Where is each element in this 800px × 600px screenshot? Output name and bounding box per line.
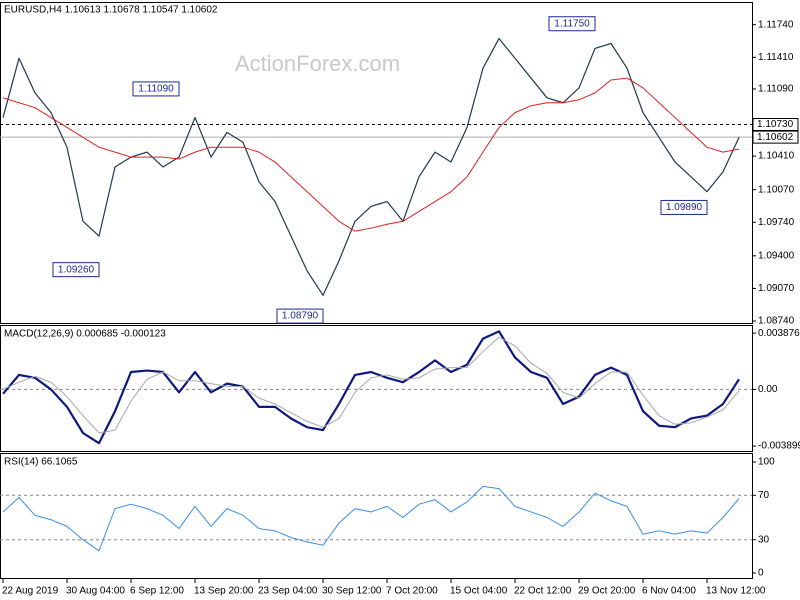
y-tick-label: 1.11410 [758,52,794,63]
annotation-label: 1.11750 [554,18,590,29]
annotation-box [276,308,324,324]
x-tick-label: 15 Oct 04:00 [450,586,508,597]
y-tick-label: 100 [758,457,775,468]
y-tick-label: 1.11740 [758,19,794,30]
series-line [2,336,740,434]
y-tick-label: 1.10070 [758,184,795,195]
annotation-box [132,81,180,97]
y-tick-label: 0.00 [758,384,778,395]
annotation-box [548,16,596,32]
level-label: 1.10730 [757,119,794,130]
y-tick-label: 1.11090 [758,84,794,95]
y-tick-label: 1.09400 [758,250,795,261]
y-tick-label: 70 [758,490,770,501]
x-tick-label: 13 Nov 12:00 [706,586,766,597]
x-tick-label: 30 Sep 12:00 [322,586,382,597]
x-tick-label: 6 Nov 04:00 [642,586,696,597]
price-panel [0,2,753,324]
y-tick-label: 1.10410 [758,151,795,162]
rsi-title: RSI(14) 66.1065 [4,457,78,468]
x-tick-label: 29 Oct 20:00 [578,586,636,597]
annotation-label: 1.09260 [58,264,95,275]
macd-panel [0,325,753,452]
watermark: ActionForex.com [235,51,400,76]
price-title: EURUSD,H4 1.10613 1.10678 1.10547 1.1060… [4,5,218,16]
y-tick-label: 1.09070 [758,283,795,294]
annotation-box [52,262,100,278]
macd-title: MACD(12,26,9) 0.000685 -0.000123 [4,329,166,340]
annotation-label: 1.11090 [138,84,174,95]
x-tick-label: 7 Oct 20:00 [386,586,438,597]
y-tick-label: 1.08740 [758,316,795,327]
y-tick-label: -0.003899 [758,441,800,452]
series-line [2,77,740,232]
level-label-box [752,117,799,131]
annotation-label: 1.09890 [666,202,703,213]
x-tick-label: 13 Sep 20:00 [194,586,254,597]
y-tick-label: 30 [758,534,770,545]
series-line [2,330,740,445]
series-line [2,37,740,296]
y-tick-label: 0.003876 [758,328,800,339]
x-tick-label: 23 Sep 04:00 [258,586,318,597]
y-tick-label: 1.09740 [758,217,795,228]
series-line [2,485,740,552]
level-label: 1.10602 [757,132,794,143]
x-tick-label: 22 Aug 2019 [2,586,59,597]
rsi-panel [0,453,753,579]
level-label-box [752,130,799,144]
x-tick-label: 6 Sep 12:00 [130,586,184,597]
annotation-box [660,199,708,215]
annotation-label: 1.08790 [282,311,319,322]
x-tick-label: 30 Aug 04:00 [66,586,125,597]
x-tick-label: 22 Oct 12:00 [514,586,572,597]
y-tick-label: 0 [758,568,764,579]
